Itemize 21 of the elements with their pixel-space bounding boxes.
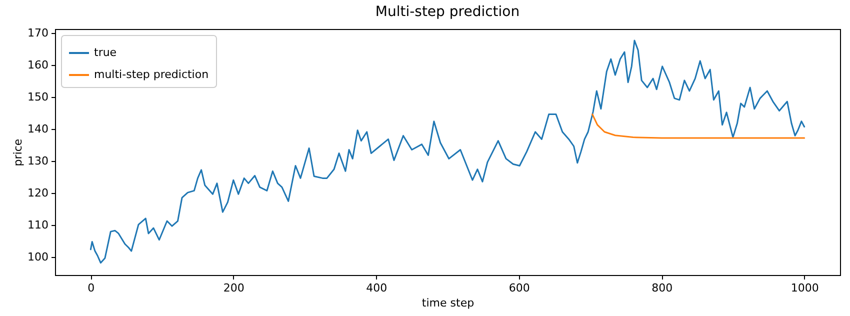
line-series (592, 114, 806, 139)
x-tick-label: 1000 (790, 282, 819, 294)
y-tick-label: 150 (28, 90, 48, 104)
line-series (90, 40, 806, 264)
x-tick-label: 800 (652, 282, 673, 294)
x-tick-label: 0 (88, 282, 95, 294)
legend-label: true (94, 46, 117, 59)
y-tick-label: 130 (28, 154, 48, 168)
y-tick-label: 140 (28, 122, 48, 136)
x-axis-title: time step (422, 296, 474, 310)
x-tick-label: 400 (366, 282, 388, 294)
y-axis-title: price (12, 138, 25, 166)
legend-label: multi-step prediction (94, 68, 209, 81)
chart-title: Multi-step prediction (375, 4, 520, 20)
x-tick-label: 600 (508, 282, 530, 294)
y-tick-label: 160 (28, 58, 48, 72)
y-tick-label: 100 (28, 250, 48, 264)
y-tick-label: 170 (28, 26, 48, 40)
x-tick-label: 200 (223, 282, 244, 294)
y-tick-label: 110 (28, 218, 48, 232)
y-tick-label: 120 (28, 186, 48, 200)
